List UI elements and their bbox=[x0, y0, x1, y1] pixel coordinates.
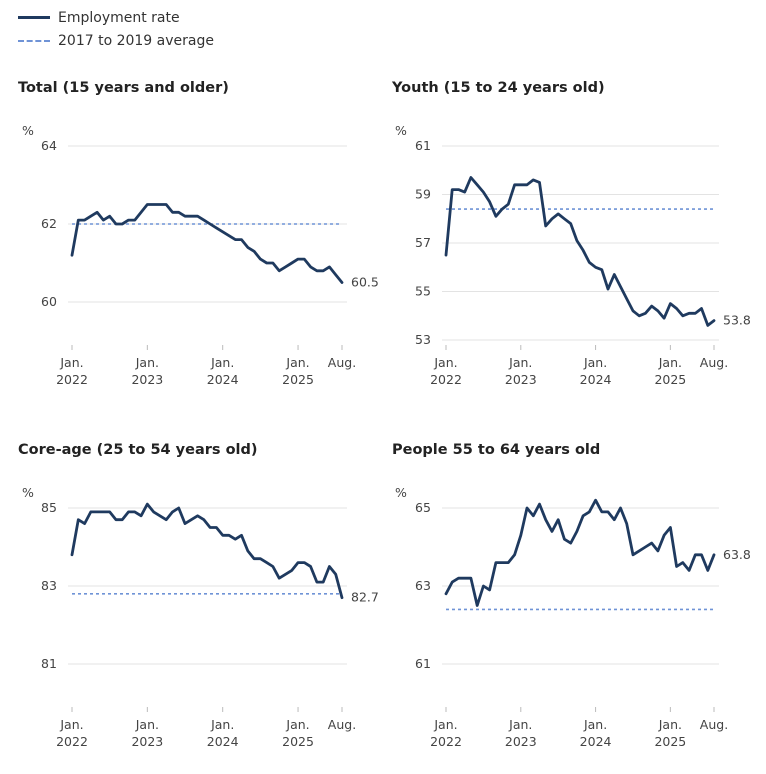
legend-label-average: 2017 to 2019 average bbox=[58, 32, 214, 49]
x-tick-label: Jan. bbox=[210, 717, 234, 732]
y-tick-label: 64 bbox=[41, 138, 57, 153]
x-tick-year-label: 2023 bbox=[505, 734, 537, 749]
y-tick-label: 61 bbox=[415, 138, 431, 153]
x-tick-year-label: 2024 bbox=[580, 372, 612, 387]
x-tick-year-label: 2025 bbox=[282, 372, 314, 387]
x-tick-year-label: 2024 bbox=[580, 734, 612, 749]
legend: Employment rate 2017 to 2019 average bbox=[18, 6, 214, 52]
x-tick-year-label: 2022 bbox=[430, 734, 462, 749]
x-tick-label: Jan. bbox=[135, 717, 159, 732]
y-tick-label: 83 bbox=[41, 578, 57, 593]
x-tick-year-label: 2022 bbox=[56, 734, 88, 749]
panel-title-55-64: People 55 to 64 years old bbox=[392, 442, 601, 458]
y-axis-label: % bbox=[22, 485, 34, 500]
x-tick-label: Jan. bbox=[658, 717, 682, 732]
x-tick-label: Jan. bbox=[583, 355, 607, 370]
y-tick-label: 85 bbox=[41, 500, 57, 515]
legend-label-employment-rate: Employment rate bbox=[58, 9, 180, 26]
x-tick-year-label: 2025 bbox=[654, 372, 686, 387]
x-tick-year-label: 2025 bbox=[282, 734, 314, 749]
x-tick-label: Jan. bbox=[583, 717, 607, 732]
y-tick-label: 59 bbox=[415, 187, 431, 202]
panel-title-youth: Youth (15 to 24 years old) bbox=[392, 80, 605, 96]
x-tick-year-label: 2023 bbox=[131, 372, 163, 387]
panel-title-core-age: Core-age (25 to 54 years old) bbox=[18, 442, 258, 458]
legend-item-average: 2017 to 2019 average bbox=[18, 29, 214, 52]
x-tick-label: Aug. bbox=[328, 717, 356, 732]
panel-title-total: Total (15 years and older) bbox=[18, 80, 229, 96]
chart-core-age: 81 83 85% Jan. 2022 Jan. 2023 Jan. 2024 Jan. 2025 A… bbox=[22, 485, 379, 749]
x-tick-year-label: 2024 bbox=[207, 734, 239, 749]
end-value-label: 63.8 bbox=[723, 547, 751, 562]
y-tick-label: 53 bbox=[415, 332, 431, 347]
x-tick-label: Aug. bbox=[700, 717, 728, 732]
y-tick-label: 63 bbox=[415, 578, 431, 593]
y-axis-label: % bbox=[395, 123, 407, 138]
x-tick-year-label: 2022 bbox=[56, 372, 88, 387]
x-tick-label: Jan. bbox=[59, 355, 83, 370]
y-tick-label: 57 bbox=[415, 235, 431, 250]
x-tick-label: Aug. bbox=[328, 355, 356, 370]
y-axis-label: % bbox=[22, 123, 34, 138]
y-axis-label: % bbox=[395, 485, 407, 500]
x-tick-year-label: 2025 bbox=[654, 734, 686, 749]
y-tick-label: 81 bbox=[41, 656, 57, 671]
y-tick-label: 65 bbox=[415, 500, 431, 515]
x-tick-label: Jan. bbox=[59, 717, 83, 732]
legend-item-employment-rate: Employment rate bbox=[18, 6, 214, 29]
series-line-youth bbox=[444, 176, 716, 327]
x-tick-year-label: 2023 bbox=[131, 734, 163, 749]
x-tick-year-label: 2024 bbox=[207, 372, 239, 387]
chart-55-64: 61 63 65% Jan. 2022 Jan. 2023 Jan. 2024 Jan. 2025 A… bbox=[395, 485, 751, 749]
x-tick-year-label: 2023 bbox=[505, 372, 537, 387]
x-tick-label: Jan. bbox=[285, 355, 309, 370]
x-tick-label: Jan. bbox=[508, 355, 532, 370]
x-tick-label: Jan. bbox=[433, 355, 457, 370]
chart-total: 60 62 64% Jan. 2022 Jan. 2023 Jan. 2024 Jan. 2025 A… bbox=[22, 123, 379, 387]
end-value-label: 60.5 bbox=[351, 275, 379, 290]
x-tick-label: Aug. bbox=[700, 355, 728, 370]
x-tick-label: Jan. bbox=[433, 717, 457, 732]
x-tick-label: Jan. bbox=[135, 355, 159, 370]
chart-youth: 53 55 57 59 61% Jan. 2022 Jan. 2023 Jan. 2024 Jan. 2… bbox=[395, 123, 751, 387]
x-tick-label: Jan. bbox=[508, 717, 532, 732]
series-line-total bbox=[70, 203, 344, 284]
x-tick-label: Jan. bbox=[285, 717, 309, 732]
y-tick-label: 55 bbox=[415, 284, 431, 299]
x-tick-year-label: 2022 bbox=[430, 372, 462, 387]
y-tick-label: 60 bbox=[41, 294, 57, 309]
end-value-label: 82.7 bbox=[351, 590, 379, 605]
end-value-label: 53.8 bbox=[723, 313, 751, 328]
legend-solid-line-swatch bbox=[18, 16, 50, 19]
x-tick-label: Jan. bbox=[210, 355, 234, 370]
x-tick-label: Jan. bbox=[658, 355, 682, 370]
series-line-core-age bbox=[70, 502, 344, 600]
y-tick-label: 62 bbox=[41, 216, 57, 231]
y-tick-label: 61 bbox=[415, 656, 431, 671]
legend-dashed-line-swatch bbox=[18, 39, 50, 42]
series-line-55-64 bbox=[444, 498, 716, 607]
